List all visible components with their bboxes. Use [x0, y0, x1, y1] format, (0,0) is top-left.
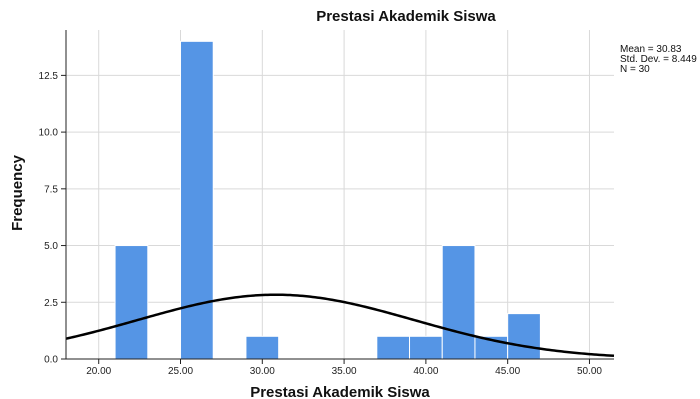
- x-tick-label: 20.00: [86, 366, 111, 377]
- normal-curve: [65, 293, 615, 358]
- x-tick-label: 25.00: [168, 366, 193, 377]
- x-tick-label: 45.00: [495, 366, 520, 377]
- histogram-bar: [507, 313, 541, 360]
- histogram-bar: [409, 335, 443, 360]
- y-tick-label: 10.0: [39, 128, 59, 139]
- histogram-bar: [180, 40, 214, 360]
- y-tick-label: 0.0: [44, 355, 58, 366]
- y-tick-label: 12.5: [39, 71, 59, 82]
- ticks-layer: 20.00 25.00 30.00 35.00 40.00 45.00 50.00 0.0 2.…: [39, 71, 603, 377]
- grid-layer: [66, 30, 614, 359]
- histogram-bar: [114, 245, 149, 360]
- stats-mean-label: Mean = 30.83: [620, 44, 682, 55]
- y-axis-label: Frequency: [9, 154, 26, 231]
- histogram-bar: [376, 335, 411, 360]
- axes-layer: [65, 30, 614, 360]
- x-tick-label: 35.00: [332, 366, 357, 377]
- y-tick-label: 5.0: [44, 241, 58, 252]
- bars-layer: [114, 40, 541, 360]
- x-tick-label: 30.00: [250, 366, 275, 377]
- stats-n-label: N = 30: [620, 64, 650, 75]
- x-tick-label: 40.00: [413, 366, 438, 377]
- x-tick-label: 50.00: [577, 366, 602, 377]
- chart-title: Prestasi Akademik Siswa: [316, 8, 496, 25]
- histogram-bar: [441, 245, 476, 360]
- histogram-bar: [245, 335, 280, 360]
- x-axis-label: Prestasi Akademik Siswa: [250, 384, 430, 399]
- y-tick-label: 7.5: [44, 184, 58, 195]
- stats-std-dev-label: Std. Dev. = 8.449: [620, 54, 697, 65]
- y-tick-label: 2.5: [44, 298, 58, 309]
